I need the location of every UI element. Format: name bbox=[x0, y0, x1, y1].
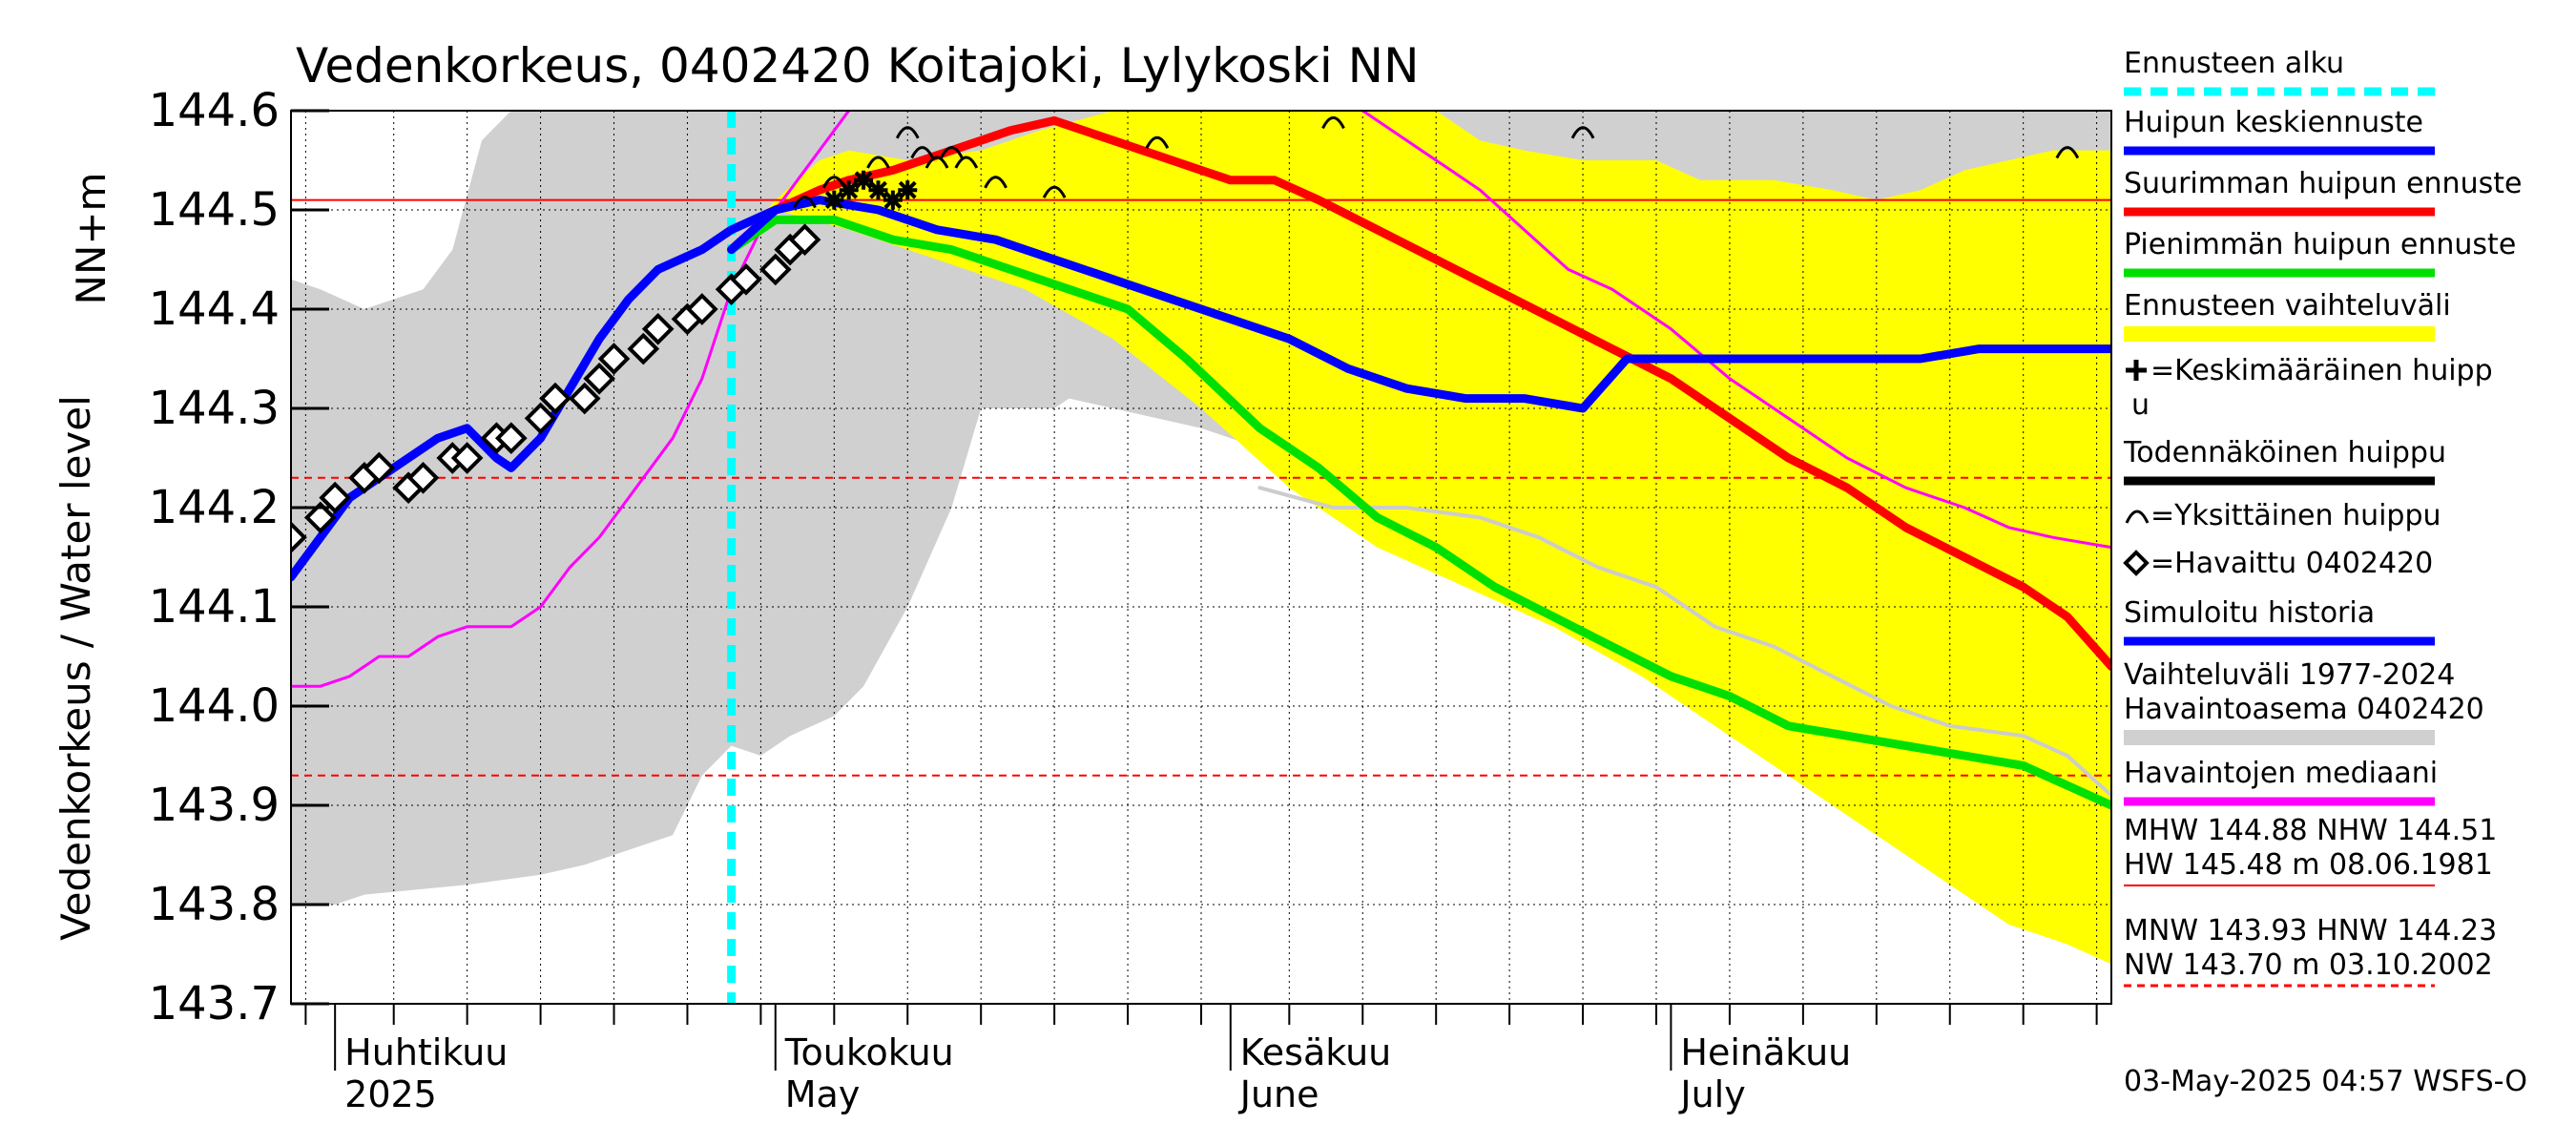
mean-peak-marker bbox=[840, 180, 859, 199]
y-tick-label: 144.4 bbox=[149, 282, 280, 336]
mean-peak-marker bbox=[868, 180, 887, 199]
legend-label: Pienimmän huipun ennuste bbox=[2124, 228, 2516, 261]
mean-peak-marker bbox=[854, 171, 873, 190]
legend-label: =Keskimääräinen huipp bbox=[2150, 354, 2493, 387]
month-label-fi: Huhtikuu bbox=[344, 1031, 508, 1073]
month-label-en: June bbox=[1238, 1073, 1319, 1115]
y-tick-label: 144.6 bbox=[149, 84, 280, 137]
mean-peak-marker bbox=[824, 191, 843, 210]
legend-label: =Havaittu 0402420 bbox=[2150, 547, 2433, 580]
legend-swatch-band bbox=[2124, 730, 2435, 745]
y-tick-label: 143.8 bbox=[149, 878, 280, 931]
y-axis-unit-label: NN+m bbox=[68, 173, 114, 305]
month-label-fi: Heinäkuu bbox=[1680, 1031, 1851, 1073]
legend-label-cont: HW 145.48 m 08.06.1981 bbox=[2124, 848, 2493, 882]
legend-label: =Yksittäinen huippu bbox=[2150, 499, 2441, 532]
legend-label-cont: Havaintoasema 0402420 bbox=[2124, 693, 2484, 726]
legend-label-cont: NW 143.70 m 03.10.2002 bbox=[2124, 948, 2493, 982]
legend-label: Havaintojen mediaani bbox=[2124, 757, 2438, 790]
month-label-en: July bbox=[1678, 1073, 1745, 1115]
month-label-fi: Toukokuu bbox=[784, 1031, 954, 1073]
month-label-en: 2025 bbox=[344, 1073, 437, 1115]
mean-peak-marker bbox=[898, 180, 917, 199]
legend-label: Ennusteen alku bbox=[2124, 47, 2344, 80]
y-tick-label: 144.0 bbox=[149, 679, 280, 733]
legend-label: Todennäköinen huippu bbox=[2123, 436, 2446, 469]
month-label-en: May bbox=[785, 1073, 861, 1115]
y-axis-label: Vedenkorkeus / Water level bbox=[52, 395, 99, 941]
mean-peak-marker bbox=[883, 191, 903, 210]
legend-label-cont: u bbox=[2131, 388, 2150, 422]
legend-label: Ennusteen vaihteluväli bbox=[2124, 289, 2451, 323]
y-tick-label: 144.3 bbox=[149, 382, 280, 435]
y-tick-label: 144.2 bbox=[149, 481, 280, 534]
legend-label: Suurimman huipun ennuste bbox=[2124, 167, 2522, 200]
legend-label: MHW 144.88 NHW 144.51 bbox=[2124, 814, 2497, 847]
footer-timestamp: 03-May-2025 04:57 WSFS-O bbox=[2124, 1065, 2527, 1098]
y-tick-label: 144.1 bbox=[149, 580, 280, 634]
legend-swatch-band bbox=[2124, 326, 2435, 342]
y-tick-label: 144.5 bbox=[149, 183, 280, 237]
legend-label: Vaihteluväli 1977-2024 bbox=[2124, 658, 2455, 692]
y-tick-label: 143.7 bbox=[149, 977, 280, 1030]
legend-label: MNW 143.93 HNW 144.23 bbox=[2124, 914, 2497, 947]
legend-label: Huipun keskiennuste bbox=[2124, 106, 2423, 139]
month-label-fi: Kesäkuu bbox=[1240, 1031, 1392, 1073]
legend-label: Simuloitu historia bbox=[2124, 596, 2375, 630]
chart-title: Vedenkorkeus, 0402420 Koitajoki, Lylykos… bbox=[296, 38, 1419, 94]
y-tick-label: 143.9 bbox=[149, 779, 280, 832]
